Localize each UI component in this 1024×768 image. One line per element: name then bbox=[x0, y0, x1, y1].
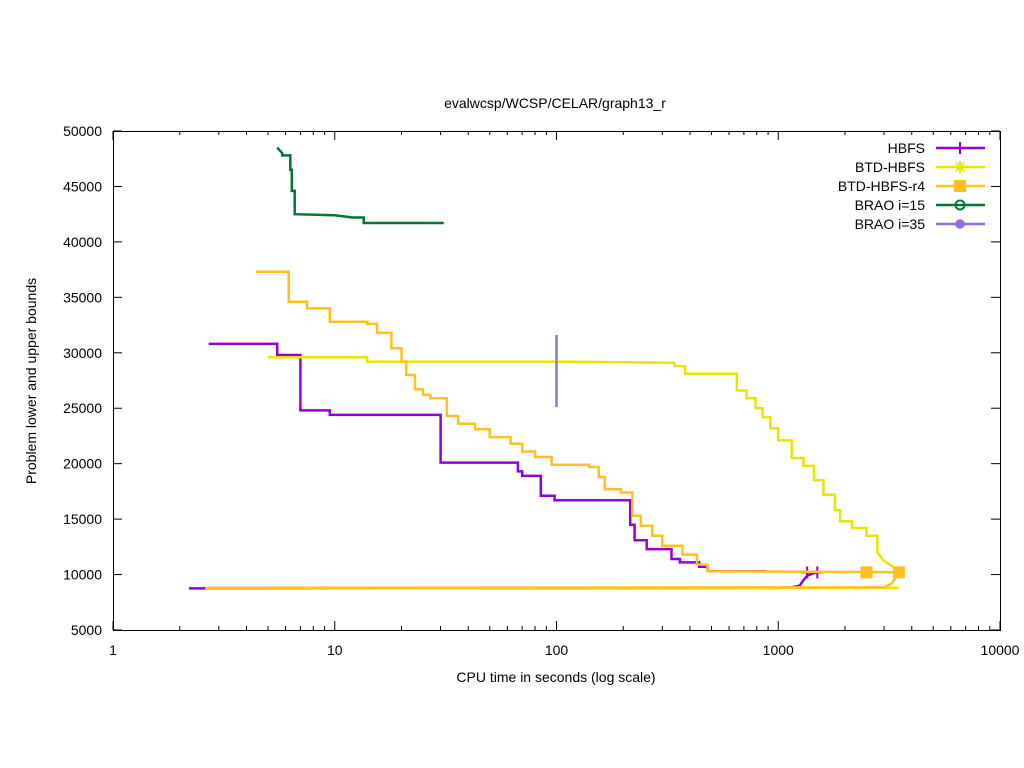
y-tick-label: 50000 bbox=[63, 123, 102, 139]
legend-item-btd-hbfs-r4: BTD-HBFS-r4 bbox=[838, 178, 985, 194]
y-tick-label: 15000 bbox=[63, 511, 102, 527]
y-tick-label: 10000 bbox=[63, 567, 102, 583]
series-btd-hbfs-upper-line bbox=[268, 355, 900, 573]
x-tick-label: 1 bbox=[109, 642, 117, 658]
y-axis-label: Problem lower and upper bounds bbox=[23, 278, 39, 484]
y-tick-label: 20000 bbox=[63, 456, 102, 472]
chart-title: evalwcsp/WCSP/CELAR/graph13_r bbox=[444, 95, 666, 111]
legend-label: BRAO i=35 bbox=[855, 216, 926, 232]
legend-marker bbox=[954, 161, 966, 173]
legend-item-brao-i-35: BRAO i=35 bbox=[855, 216, 985, 232]
series-btd-hbfs-r4-point bbox=[892, 566, 905, 579]
legend: HBFS BTD-HBFS BTD-HBFS-r4 BRAO i=15 BRAO i=3… bbox=[838, 140, 985, 232]
y-axis: 5000 10000 15000 20000 25000 30000 35000 40000 4… bbox=[63, 123, 1000, 638]
x-tick-label: 10 bbox=[327, 642, 343, 658]
legend-marker bbox=[954, 199, 966, 211]
y-tick-label: 5000 bbox=[71, 622, 102, 638]
legend-item-brao-i-15: BRAO i=15 bbox=[855, 197, 985, 213]
y-tick-label: 45000 bbox=[63, 178, 102, 194]
legend-label: HBFS bbox=[888, 140, 925, 156]
y-tick-label: 40000 bbox=[63, 234, 102, 250]
series-brao-i-15-upper-line bbox=[276, 146, 444, 225]
legend-label: BTD-HBFS-r4 bbox=[838, 178, 925, 194]
legend-item-btd-hbfs: BTD-HBFS bbox=[855, 159, 985, 175]
x-tick-label: 10000 bbox=[981, 642, 1020, 658]
legend-marker bbox=[955, 219, 965, 229]
legend-marker bbox=[954, 142, 966, 154]
x-axis: 1 10 100 1000 10000 bbox=[109, 131, 1020, 658]
x-axis-label: CPU time in seconds (log scale) bbox=[456, 669, 655, 685]
x-tick-label: 1000 bbox=[763, 642, 794, 658]
y-tick-label: 30000 bbox=[63, 345, 102, 361]
series-btd-hbfs-r4-point bbox=[860, 566, 873, 579]
legend-label: BRAO i=15 bbox=[855, 197, 926, 213]
series-hbfs-upper-line bbox=[208, 342, 766, 573]
legend-label: BTD-HBFS bbox=[855, 159, 925, 175]
y-tick-label: 35000 bbox=[63, 289, 102, 305]
legend-marker bbox=[954, 180, 966, 192]
plot-area bbox=[188, 146, 905, 590]
x-tick-label: 100 bbox=[545, 642, 569, 658]
y-tick-label: 25000 bbox=[63, 400, 102, 416]
series-hbfs-lower-line bbox=[188, 570, 818, 590]
series-btd-hbfs-r4-upper-line bbox=[255, 270, 899, 574]
legend-item-hbfs: HBFS bbox=[888, 140, 985, 156]
